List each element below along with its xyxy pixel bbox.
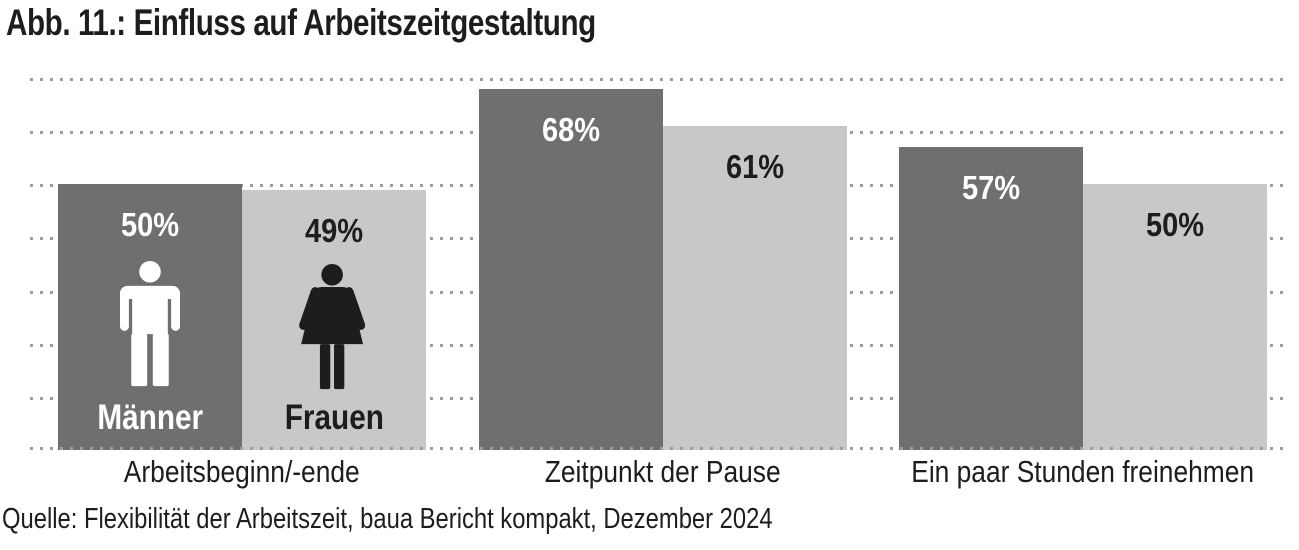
series-legend-label: Frauen — [284, 397, 384, 437]
category-label: Arbeitsbeginn/-ende — [124, 454, 360, 489]
value-label: 61% — [725, 147, 785, 185]
value-label: 50% — [1145, 206, 1205, 244]
bar-frauen: 49% Frauen — [242, 189, 426, 450]
source-note: Quelle: Flexibilität der Arbeitszeit, ba… — [2, 503, 773, 535]
woman-icon — [299, 263, 366, 389]
bar-frauen: 50% — [1083, 184, 1267, 450]
bar-maenner: 57% — [899, 147, 1083, 450]
value-label: 50% — [120, 206, 180, 244]
value-label: 68% — [541, 110, 601, 148]
chart-title: Abb. 11.: Einfluss auf Arbeitszeitgestal… — [6, 2, 596, 43]
value-label: 57% — [961, 169, 1021, 207]
gridline — [30, 78, 1287, 81]
bar-group: 57% 50% — [899, 78, 1267, 450]
bar-group: 50% Männer 49% Frauen — [58, 78, 426, 450]
category-label: Ein paar Stunden freinehmen — [911, 454, 1255, 489]
bar-maenner: 50% Männer — [58, 184, 242, 450]
bar-frauen: 61% — [663, 125, 847, 450]
man-icon — [119, 261, 181, 387]
bar-group: 68% 61% — [479, 78, 847, 450]
bar-chart-area: 50% Männer 49% Frauen 68% 61% 57% 50% — [30, 78, 1287, 450]
category-label: Zeitpunkt der Pause — [545, 454, 781, 489]
series-legend-label: Männer — [97, 397, 203, 437]
man-figure — [103, 253, 197, 389]
bar-maenner: 68% — [479, 88, 663, 450]
value-label: 49% — [304, 211, 364, 249]
woman-figure — [284, 256, 384, 392]
gridline-baseline — [30, 447, 1287, 450]
